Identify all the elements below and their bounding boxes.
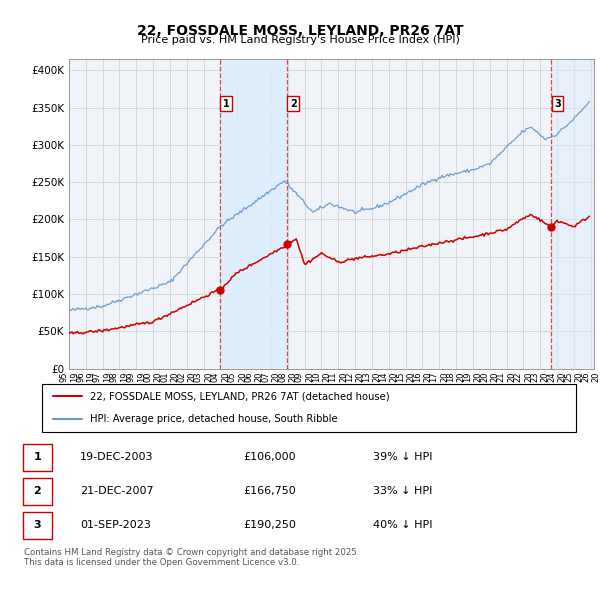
Text: 2: 2 xyxy=(34,486,41,496)
Text: Contains HM Land Registry data © Crown copyright and database right 2025.
This d: Contains HM Land Registry data © Crown c… xyxy=(24,548,359,567)
Text: 3: 3 xyxy=(554,99,561,109)
Text: £106,000: £106,000 xyxy=(244,453,296,462)
Text: Price paid vs. HM Land Registry's House Price Index (HPI): Price paid vs. HM Land Registry's House … xyxy=(140,35,460,45)
Text: 1: 1 xyxy=(34,453,41,462)
Bar xyxy=(551,59,594,369)
Text: 33% ↓ HPI: 33% ↓ HPI xyxy=(373,486,433,496)
Text: HPI: Average price, detached house, South Ribble: HPI: Average price, detached house, Sout… xyxy=(90,414,338,424)
Bar xyxy=(23,512,52,539)
Text: 1: 1 xyxy=(223,99,229,109)
Text: 3: 3 xyxy=(34,520,41,530)
Text: 40% ↓ HPI: 40% ↓ HPI xyxy=(373,520,433,530)
Text: 19-DEC-2003: 19-DEC-2003 xyxy=(80,453,154,462)
Bar xyxy=(23,478,52,505)
Text: 22, FOSSDALE MOSS, LEYLAND, PR26 7AT: 22, FOSSDALE MOSS, LEYLAND, PR26 7AT xyxy=(137,24,463,38)
Text: 39% ↓ HPI: 39% ↓ HPI xyxy=(373,453,433,462)
Text: 21-DEC-2007: 21-DEC-2007 xyxy=(80,486,154,496)
Text: 22, FOSSDALE MOSS, LEYLAND, PR26 7AT (detached house): 22, FOSSDALE MOSS, LEYLAND, PR26 7AT (de… xyxy=(90,391,389,401)
Text: 01-SEP-2023: 01-SEP-2023 xyxy=(80,520,151,530)
Text: £190,250: £190,250 xyxy=(244,520,296,530)
Bar xyxy=(220,59,287,369)
Bar xyxy=(23,444,52,471)
Text: £166,750: £166,750 xyxy=(244,486,296,496)
Text: 2: 2 xyxy=(290,99,296,109)
